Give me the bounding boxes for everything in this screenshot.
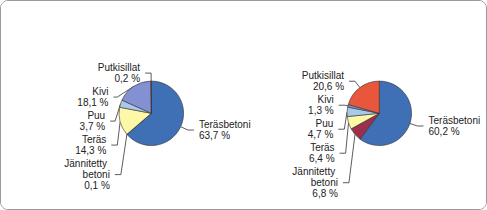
svg-text:Teräs: Teräs — [310, 142, 334, 153]
svg-text:6,8 %: 6,8 % — [312, 188, 338, 199]
svg-text:0,1 %: 0,1 % — [84, 180, 110, 191]
svg-text:betoni: betoni — [311, 177, 338, 188]
svg-text:betoni: betoni — [83, 169, 110, 180]
svg-text:3,7 %: 3,7 % — [80, 121, 106, 132]
svg-text:63,7 %: 63,7 % — [199, 130, 230, 141]
svg-text:4,7 %: 4,7 % — [308, 129, 334, 140]
svg-text:1,3 %: 1,3 % — [308, 105, 334, 116]
svg-text:14,3 %: 14,3 % — [75, 145, 106, 156]
svg-text:Putkisillat: Putkisillat — [302, 70, 344, 81]
svg-text:6,4 %: 6,4 % — [309, 153, 335, 164]
svg-text:20,6 %: 20,6 % — [313, 81, 344, 92]
svg-text:Putkisillat: Putkisillat — [98, 62, 140, 73]
svg-text:60,2 %: 60,2 % — [428, 126, 459, 137]
svg-text:Jännitetty: Jännitetty — [292, 166, 338, 177]
svg-text:Kivi: Kivi — [92, 86, 108, 97]
svg-text:Teräs: Teräs — [82, 134, 106, 145]
svg-text:0,2 %: 0,2 % — [115, 73, 141, 84]
svg-text:Kivi: Kivi — [318, 94, 334, 105]
svg-text:Puu: Puu — [87, 110, 105, 121]
svg-text:Teräsbetoni: Teräsbetoni — [428, 115, 480, 126]
svg-text:Jännitetty: Jännitetty — [64, 158, 110, 169]
svg-text:Teräsbetoni: Teräsbetoni — [199, 119, 251, 130]
svg-text:Puu: Puu — [316, 118, 334, 129]
svg-text:18,1 %: 18,1 % — [77, 97, 108, 108]
